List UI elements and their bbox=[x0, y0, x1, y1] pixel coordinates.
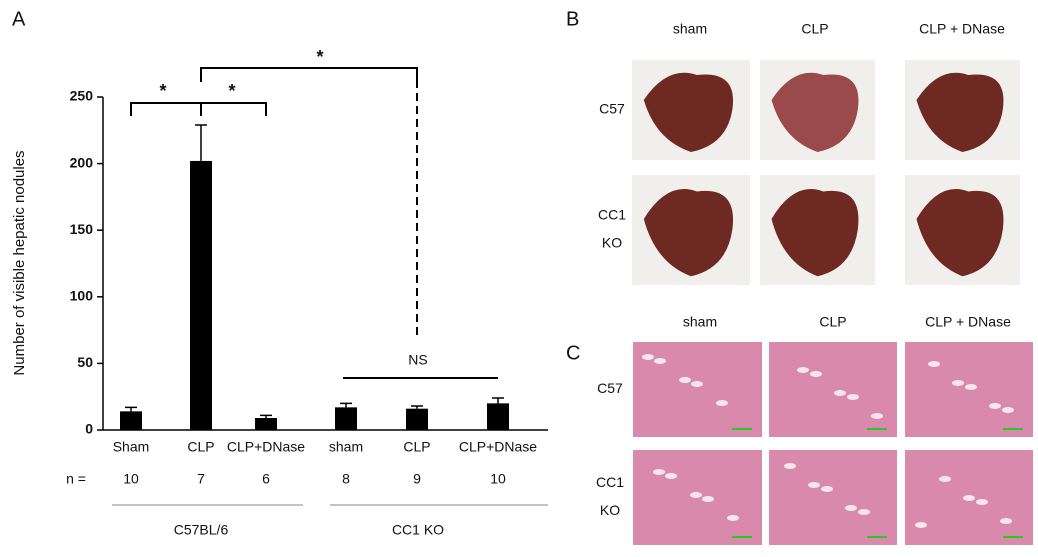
group-label: CC1 KO bbox=[392, 522, 444, 538]
x-tick-label: Sham bbox=[113, 439, 150, 455]
liver-photo bbox=[643, 189, 734, 277]
brackets bbox=[130, 67, 498, 379]
group-label: C57BL/6 bbox=[174, 522, 229, 538]
liver-photo bbox=[771, 189, 859, 277]
x-tick-label: CLP+DNase bbox=[459, 439, 537, 455]
error-bar bbox=[340, 402, 352, 408]
histology-photo bbox=[633, 342, 762, 437]
bracket bbox=[200, 67, 418, 82]
vessel bbox=[834, 390, 846, 396]
panel-label: C bbox=[566, 342, 580, 364]
vessel bbox=[810, 371, 822, 377]
y-tick-label: 100 bbox=[70, 288, 94, 304]
y-tick-label: 50 bbox=[77, 354, 93, 370]
bar bbox=[335, 407, 357, 430]
row-label: CC1 bbox=[596, 474, 624, 490]
vessel bbox=[702, 496, 714, 502]
bracket bbox=[130, 102, 202, 116]
row-label: CC1 bbox=[598, 207, 626, 223]
column-label: CLP bbox=[801, 21, 828, 37]
column-label: CLP + DNase bbox=[925, 314, 1011, 330]
n-label: n = bbox=[66, 471, 86, 487]
x-tick-label: CLP+DNase bbox=[227, 439, 305, 455]
annotation: * bbox=[159, 81, 166, 101]
error-bar bbox=[125, 406, 137, 412]
row-label: C57 bbox=[597, 380, 623, 396]
y-tick-label: 250 bbox=[70, 88, 94, 104]
y-tick-label: 200 bbox=[70, 154, 94, 170]
x-tick-label: CLP bbox=[187, 439, 214, 455]
vessel bbox=[784, 463, 796, 469]
vessel bbox=[871, 413, 883, 419]
histology-photo bbox=[769, 342, 897, 437]
panel-label: A bbox=[12, 8, 26, 30]
bar bbox=[406, 408, 428, 430]
error-bar bbox=[195, 124, 207, 161]
liver-photo bbox=[643, 72, 734, 152]
vessel bbox=[928, 361, 940, 367]
row-label: KO bbox=[600, 502, 620, 518]
n-value: 6 bbox=[262, 471, 270, 487]
row-label: C57 bbox=[599, 101, 625, 117]
liver-photo bbox=[771, 72, 859, 152]
vessel bbox=[963, 495, 975, 501]
vessel bbox=[1002, 407, 1014, 413]
vessel bbox=[858, 509, 870, 515]
error-bar bbox=[492, 397, 504, 404]
vessel bbox=[679, 377, 691, 383]
column-label: sham bbox=[673, 21, 707, 37]
bar bbox=[190, 160, 212, 430]
bar bbox=[120, 411, 142, 430]
n-value: 7 bbox=[197, 471, 205, 487]
vessel bbox=[797, 367, 809, 373]
vessel bbox=[965, 384, 977, 390]
n-value: 10 bbox=[123, 471, 139, 487]
vessel bbox=[821, 486, 833, 492]
x-tick-label: CLP bbox=[403, 439, 430, 455]
y-axis-label: Number of visible hepatic nodules bbox=[11, 150, 28, 375]
vessel bbox=[665, 473, 677, 479]
vessel bbox=[727, 515, 739, 521]
x-tick-label: sham bbox=[329, 439, 363, 455]
column-label: sham bbox=[683, 314, 717, 330]
vessel bbox=[808, 482, 820, 488]
liver-photo bbox=[916, 189, 1004, 277]
vessel bbox=[976, 499, 988, 505]
bar bbox=[487, 403, 509, 430]
vessel bbox=[939, 476, 951, 482]
bracket bbox=[200, 102, 267, 116]
vessel bbox=[989, 403, 1001, 409]
bar bbox=[255, 418, 277, 430]
vessel bbox=[847, 394, 859, 400]
error-bar bbox=[411, 405, 423, 409]
vessel bbox=[845, 505, 857, 511]
vessel bbox=[690, 492, 702, 498]
column-label: CLP bbox=[819, 314, 846, 330]
vessel bbox=[716, 400, 728, 406]
annotation: NS bbox=[408, 352, 427, 368]
panel-label: B bbox=[566, 8, 579, 30]
annotation: * bbox=[316, 47, 323, 67]
y-tick-label: 0 bbox=[85, 421, 93, 437]
vessel bbox=[1000, 518, 1012, 524]
liver-photo bbox=[916, 72, 1004, 152]
column-label: CLP + DNase bbox=[919, 21, 1005, 37]
vessel bbox=[915, 522, 927, 528]
vessel bbox=[691, 381, 703, 387]
y-tick-label: 150 bbox=[70, 221, 94, 237]
vessel bbox=[952, 380, 964, 386]
error-bar bbox=[260, 414, 272, 419]
vessel bbox=[653, 469, 665, 475]
row-label: KO bbox=[602, 235, 622, 251]
vessel bbox=[654, 358, 666, 364]
vessel bbox=[642, 354, 654, 360]
n-value: 9 bbox=[413, 471, 421, 487]
annotation: * bbox=[228, 81, 235, 101]
n-value: 8 bbox=[342, 471, 350, 487]
n-value: 10 bbox=[490, 471, 506, 487]
